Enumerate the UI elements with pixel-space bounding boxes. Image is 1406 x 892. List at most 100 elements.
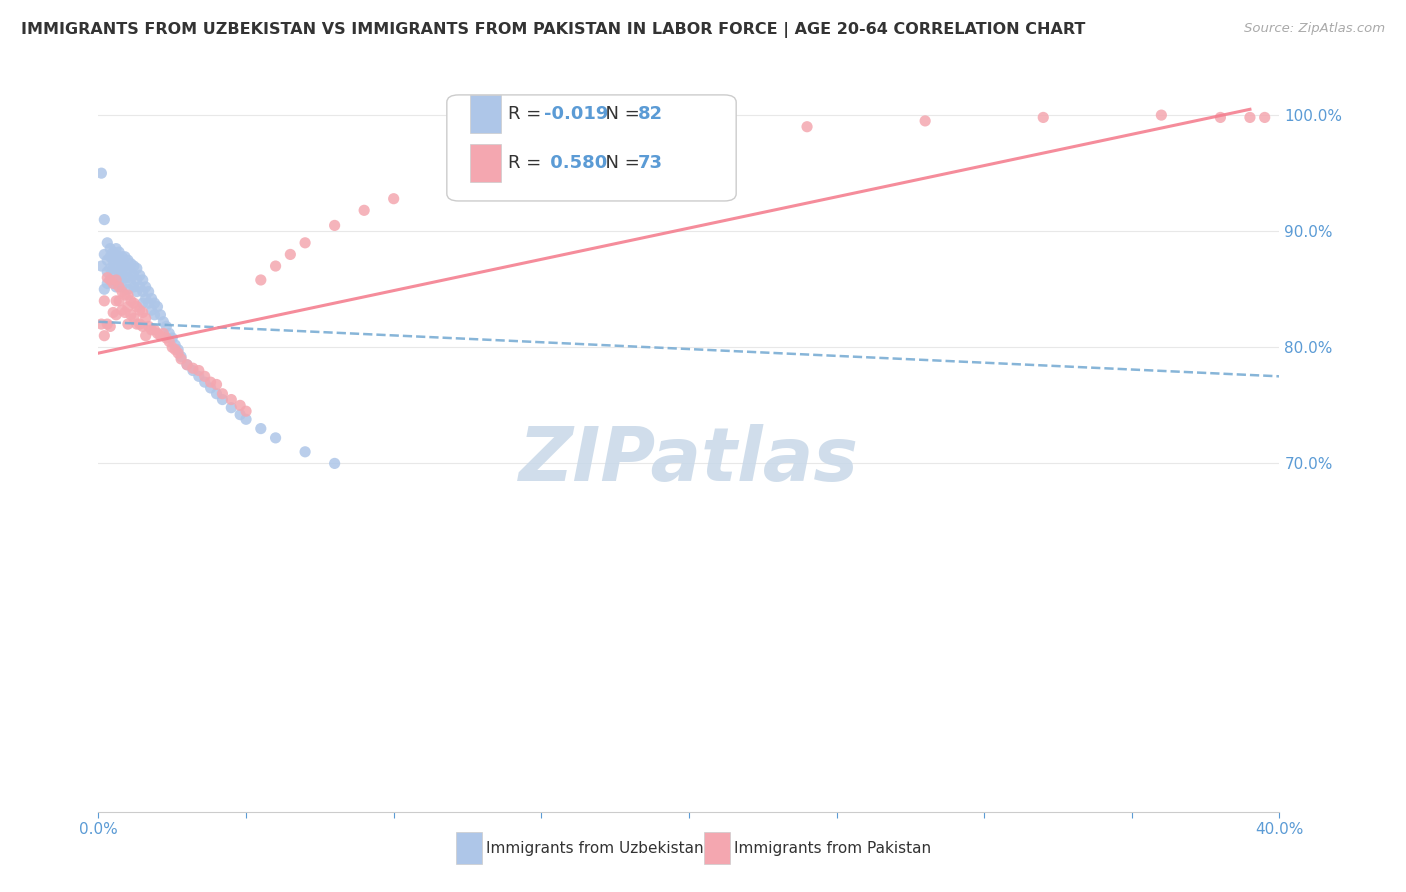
Point [167, 343, 190, 357]
Point [111, 280, 134, 294]
Point [1150, 108, 1173, 122]
Point [157, 334, 180, 349]
Point [176, 358, 198, 372]
Point [143, 308, 166, 322]
Point [678, 128, 700, 143]
Point [103, 305, 125, 319]
Point [96, 270, 118, 285]
FancyBboxPatch shape [447, 95, 737, 201]
Point [205, 377, 228, 392]
Point [229, 408, 252, 422]
Point [132, 285, 155, 299]
Point [141, 303, 163, 318]
Point [205, 386, 228, 401]
Point [135, 292, 157, 306]
Point [125, 261, 148, 276]
Point [105, 268, 128, 283]
Point [108, 265, 131, 279]
Point [105, 293, 128, 308]
Point [103, 273, 125, 287]
Point [235, 404, 257, 418]
Point [105, 250, 128, 264]
Point [111, 303, 134, 318]
Point [128, 317, 150, 331]
Point [108, 277, 131, 291]
Point [114, 288, 136, 302]
Point [143, 296, 166, 310]
Point [125, 300, 148, 314]
Point [103, 253, 125, 268]
FancyBboxPatch shape [704, 832, 730, 864]
Point [211, 386, 233, 401]
Point [176, 358, 198, 372]
Point [114, 250, 136, 264]
Point [211, 392, 233, 407]
Point [98, 250, 121, 264]
Point [122, 268, 145, 283]
Point [141, 323, 163, 337]
Point [221, 401, 243, 415]
Text: -0.019: -0.019 [544, 105, 607, 123]
Point [111, 268, 134, 283]
Point [200, 375, 222, 389]
Point [221, 392, 243, 407]
Point [323, 219, 346, 233]
Point [90, 166, 112, 180]
Point [111, 259, 134, 273]
Point [501, 157, 523, 171]
Point [138, 319, 160, 334]
Point [155, 331, 177, 345]
Point [132, 296, 155, 310]
Point [132, 319, 155, 334]
Point [1209, 111, 1232, 125]
Point [294, 235, 316, 250]
Point [108, 293, 131, 308]
Point [149, 328, 172, 343]
Text: N =: N = [595, 154, 645, 172]
Point [1254, 111, 1277, 125]
Point [96, 265, 118, 279]
Point [138, 296, 160, 310]
Point [165, 338, 187, 352]
Point [98, 242, 121, 256]
Point [90, 259, 112, 273]
FancyBboxPatch shape [457, 832, 482, 864]
Point [122, 311, 145, 326]
Point [93, 293, 115, 308]
Point [194, 369, 217, 384]
Point [323, 457, 346, 471]
Point [122, 296, 145, 310]
Point [235, 412, 257, 426]
Point [117, 288, 139, 302]
Point [382, 192, 405, 206]
Point [114, 259, 136, 273]
Point [120, 265, 142, 279]
Point [1239, 111, 1261, 125]
Point [1032, 111, 1054, 125]
Point [146, 300, 169, 314]
Point [103, 245, 125, 260]
Point [149, 308, 172, 322]
Point [170, 351, 193, 366]
Point [105, 259, 128, 273]
Point [128, 268, 150, 283]
Point [122, 259, 145, 273]
Point [117, 300, 139, 314]
Point [157, 326, 180, 341]
Text: R =: R = [508, 154, 547, 172]
Text: 0.580: 0.580 [544, 154, 607, 172]
Point [143, 323, 166, 337]
Point [170, 350, 193, 364]
Point [98, 273, 121, 287]
Point [181, 363, 204, 377]
Point [135, 328, 157, 343]
Point [264, 259, 287, 273]
Point [162, 331, 183, 345]
Point [138, 285, 160, 299]
Point [128, 280, 150, 294]
Point [155, 319, 177, 334]
Point [125, 285, 148, 299]
Point [105, 242, 128, 256]
Point [294, 445, 316, 459]
Point [111, 250, 134, 264]
